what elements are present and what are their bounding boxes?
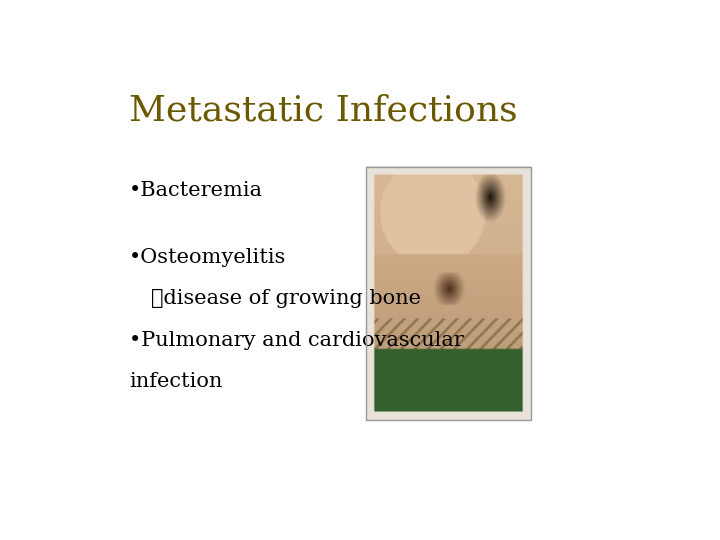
Text: infection: infection [129,373,222,392]
Text: ✓disease of growing bone: ✓disease of growing bone [151,289,421,308]
Text: •Osteomyelitis: •Osteomyelitis [129,248,287,267]
Text: Metastatic Infections: Metastatic Infections [129,94,518,128]
Text: •Pulmonary and cardiovascular: •Pulmonary and cardiovascular [129,331,464,350]
Bar [366,167,531,420]
Text: •Bacteremia: •Bacteremia [129,181,263,200]
